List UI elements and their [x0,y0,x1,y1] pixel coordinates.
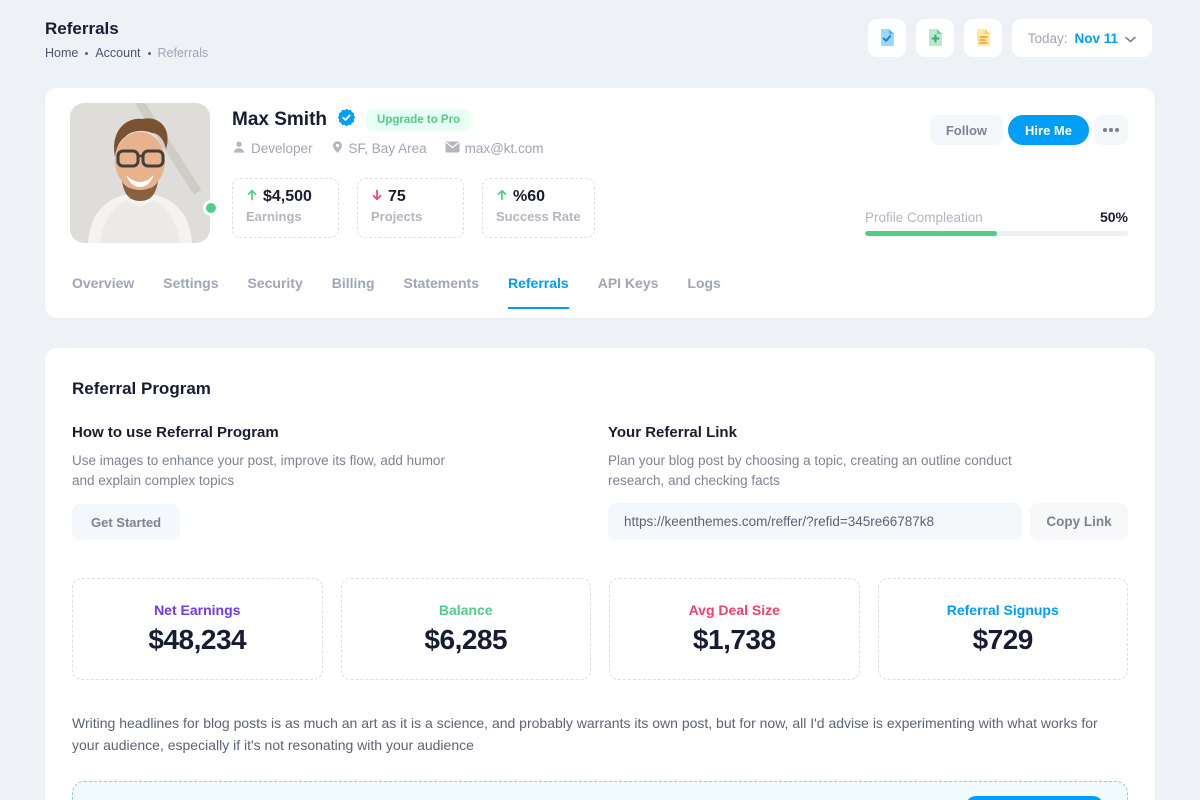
profile-completion: Profile Compleation 50% [865,209,1128,236]
referral-note: Writing headlines for blog posts is as m… [72,715,1098,753]
profile-tabs: Overview Settings Security Billing State… [70,273,1128,309]
location-pin-icon [331,140,344,157]
file-add-button[interactable] [915,19,954,57]
withdraw-button[interactable] [966,796,1103,800]
breadcrumb-referrals: Referrals [157,46,209,60]
date-value: Nov 11 [1074,30,1118,46]
arrow-up-icon [496,188,508,206]
file-lines-icon [973,27,993,50]
topbar: Today: Nov 11 [867,19,1152,57]
referral-link-section: Your Referral Link Plan your blog post b… [608,423,1128,540]
file-check-button[interactable] [867,19,906,57]
metric-referral-signups: Referral Signups $729 [877,578,1128,680]
upgrade-to-pro-badge[interactable]: Upgrade to Pro [366,109,472,131]
file-add-icon [925,27,945,50]
profile-role: Developer [232,140,313,157]
online-status-dot [203,200,219,216]
metric-avg-deal-size: Avg Deal Size $1,738 [609,578,860,680]
tab-api-keys[interactable]: API Keys [597,275,659,291]
file-check-icon [877,27,897,50]
progress-bar [865,231,1128,236]
avatar [70,103,219,243]
follow-button[interactable]: Follow [929,115,1004,145]
progress-label: Profile Compleation [865,210,983,225]
stat-earnings: $4,500 Earnings [232,178,339,238]
user-icon [232,140,246,157]
referral-link-heading: Your Referral Link [608,424,737,441]
breadcrumb-separator [85,52,89,55]
breadcrumb-separator [147,52,151,55]
how-to-use-body: Use images to enhance your post, improve… [72,453,445,488]
arrow-up-icon [246,188,258,206]
referral-metrics: Net Earnings $48,234 Balance $6,285 Avg … [72,578,1128,680]
stat-projects: 75 Projects [357,178,464,238]
how-to-use-heading: How to use Referral Program [72,424,279,441]
profile-email: max@kt.com [445,141,544,156]
more-options-button[interactable] [1094,115,1128,145]
referral-link-input[interactable] [608,503,1022,540]
withdraw-banner: $ Withdraw Your Money to a Bank Account [72,781,1128,800]
tab-security[interactable]: Security [247,275,303,291]
breadcrumb: Home Account Referrals [45,45,1155,61]
tab-referrals[interactable]: Referrals [508,273,569,309]
get-started-button[interactable]: Get Started [72,504,181,540]
page-title: Referrals [45,19,119,38]
progress-fill [865,231,997,236]
copy-link-button[interactable]: Copy Link [1030,503,1128,540]
tab-overview[interactable]: Overview [72,275,135,291]
metric-net-earnings: Net Earnings $48,234 [72,578,323,680]
breadcrumb-account[interactable]: Account [95,46,141,60]
how-to-use-section: How to use Referral Program Use images t… [72,423,608,540]
metric-balance: Balance $6,285 [340,578,591,680]
page-header: Referrals Home Account Referrals [45,0,1155,61]
verified-badge-icon [336,107,357,133]
file-lines-button[interactable] [963,19,1002,57]
profile-card: Max Smith Upgrade to Pro Developer SF, B… [45,88,1155,318]
referral-link-body: Plan your blog post by choosing a topic,… [608,453,1012,488]
profile-location: SF, Bay Area [331,140,427,157]
hire-me-button[interactable]: Hire Me [1008,115,1089,145]
date-picker-button[interactable]: Today: Nov 11 [1011,19,1152,57]
referral-program-card: Referral Program How to use Referral Pro… [45,348,1155,800]
tab-statements[interactable]: Statements [403,275,479,291]
profile-name: Max Smith [232,109,328,130]
breadcrumb-home[interactable]: Home [45,46,79,60]
tab-settings[interactable]: Settings [163,275,219,291]
arrow-down-icon [371,188,383,206]
chevron-down-icon [1125,31,1136,46]
tab-logs[interactable]: Logs [687,275,721,291]
progress-value: 50% [1099,209,1128,225]
tab-billing[interactable]: Billing [331,275,375,291]
envelope-icon [445,141,460,156]
referral-program-title: Referral Program [72,379,211,398]
date-label: Today: [1027,30,1068,46]
stat-success-rate: %60 Success Rate [482,178,595,238]
